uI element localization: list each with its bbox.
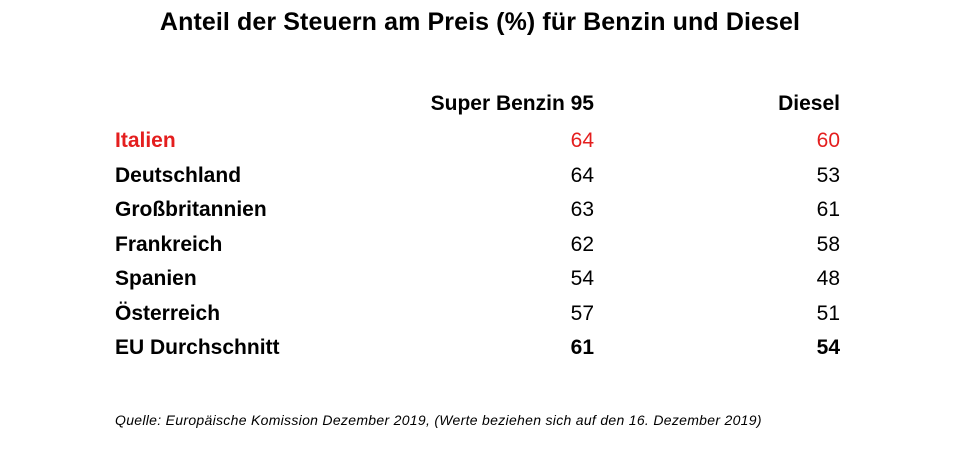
diesel-value: 61 bbox=[816, 198, 840, 221]
country-label: Spanien bbox=[115, 267, 197, 290]
benzin-value: 64 bbox=[570, 163, 594, 187]
diesel-value: 48 bbox=[816, 267, 840, 290]
diesel-value: 54 bbox=[816, 336, 840, 359]
table-title: Anteil der Steuern am Preis (%) für Benz… bbox=[159, 8, 801, 36]
column-header-super-benzin-95: Super Benzin 95 bbox=[430, 92, 594, 115]
benzin-value: 64 bbox=[570, 129, 594, 152]
country-label: Österreich bbox=[115, 301, 221, 325]
country-label: Frankreich bbox=[115, 232, 223, 256]
benzin-value: 62 bbox=[570, 232, 594, 256]
table-row-spanien: Spanien 54 48 bbox=[0, 262, 960, 297]
country-label: Deutschland bbox=[115, 163, 242, 187]
country-label: Großbritannien bbox=[115, 198, 267, 221]
diesel-value: 51 bbox=[816, 301, 840, 325]
country-label: Italien bbox=[115, 129, 176, 152]
benzin-value: 57 bbox=[570, 301, 594, 325]
data-table: Italien 64 60 Deutschland 64 53 Großbrit… bbox=[0, 124, 960, 366]
benzin-value: 61 bbox=[570, 336, 594, 359]
country-label: EU Durchschnitt bbox=[115, 336, 280, 359]
source-note: Quelle: Europäische Komission Dezember 2… bbox=[115, 412, 762, 428]
table-row-eu-durchschnitt: EU Durchschnitt 61 54 bbox=[0, 331, 960, 366]
table-row-deutschland: Deutschland 64 53 bbox=[0, 159, 960, 194]
table-row-italien: Italien 64 60 bbox=[0, 124, 960, 159]
table-row-grossbritannien: Großbritannien 63 61 bbox=[0, 193, 960, 228]
benzin-value: 63 bbox=[570, 198, 594, 221]
diesel-value: 58 bbox=[816, 232, 840, 256]
benzin-value: 54 bbox=[570, 267, 594, 290]
table-row-oesterreich: Österreich 57 51 bbox=[0, 297, 960, 332]
diesel-value: 53 bbox=[816, 163, 840, 187]
column-header-diesel: Diesel bbox=[778, 92, 840, 115]
table-row-frankreich: Frankreich 62 58 bbox=[0, 228, 960, 263]
diesel-value: 60 bbox=[816, 129, 840, 152]
